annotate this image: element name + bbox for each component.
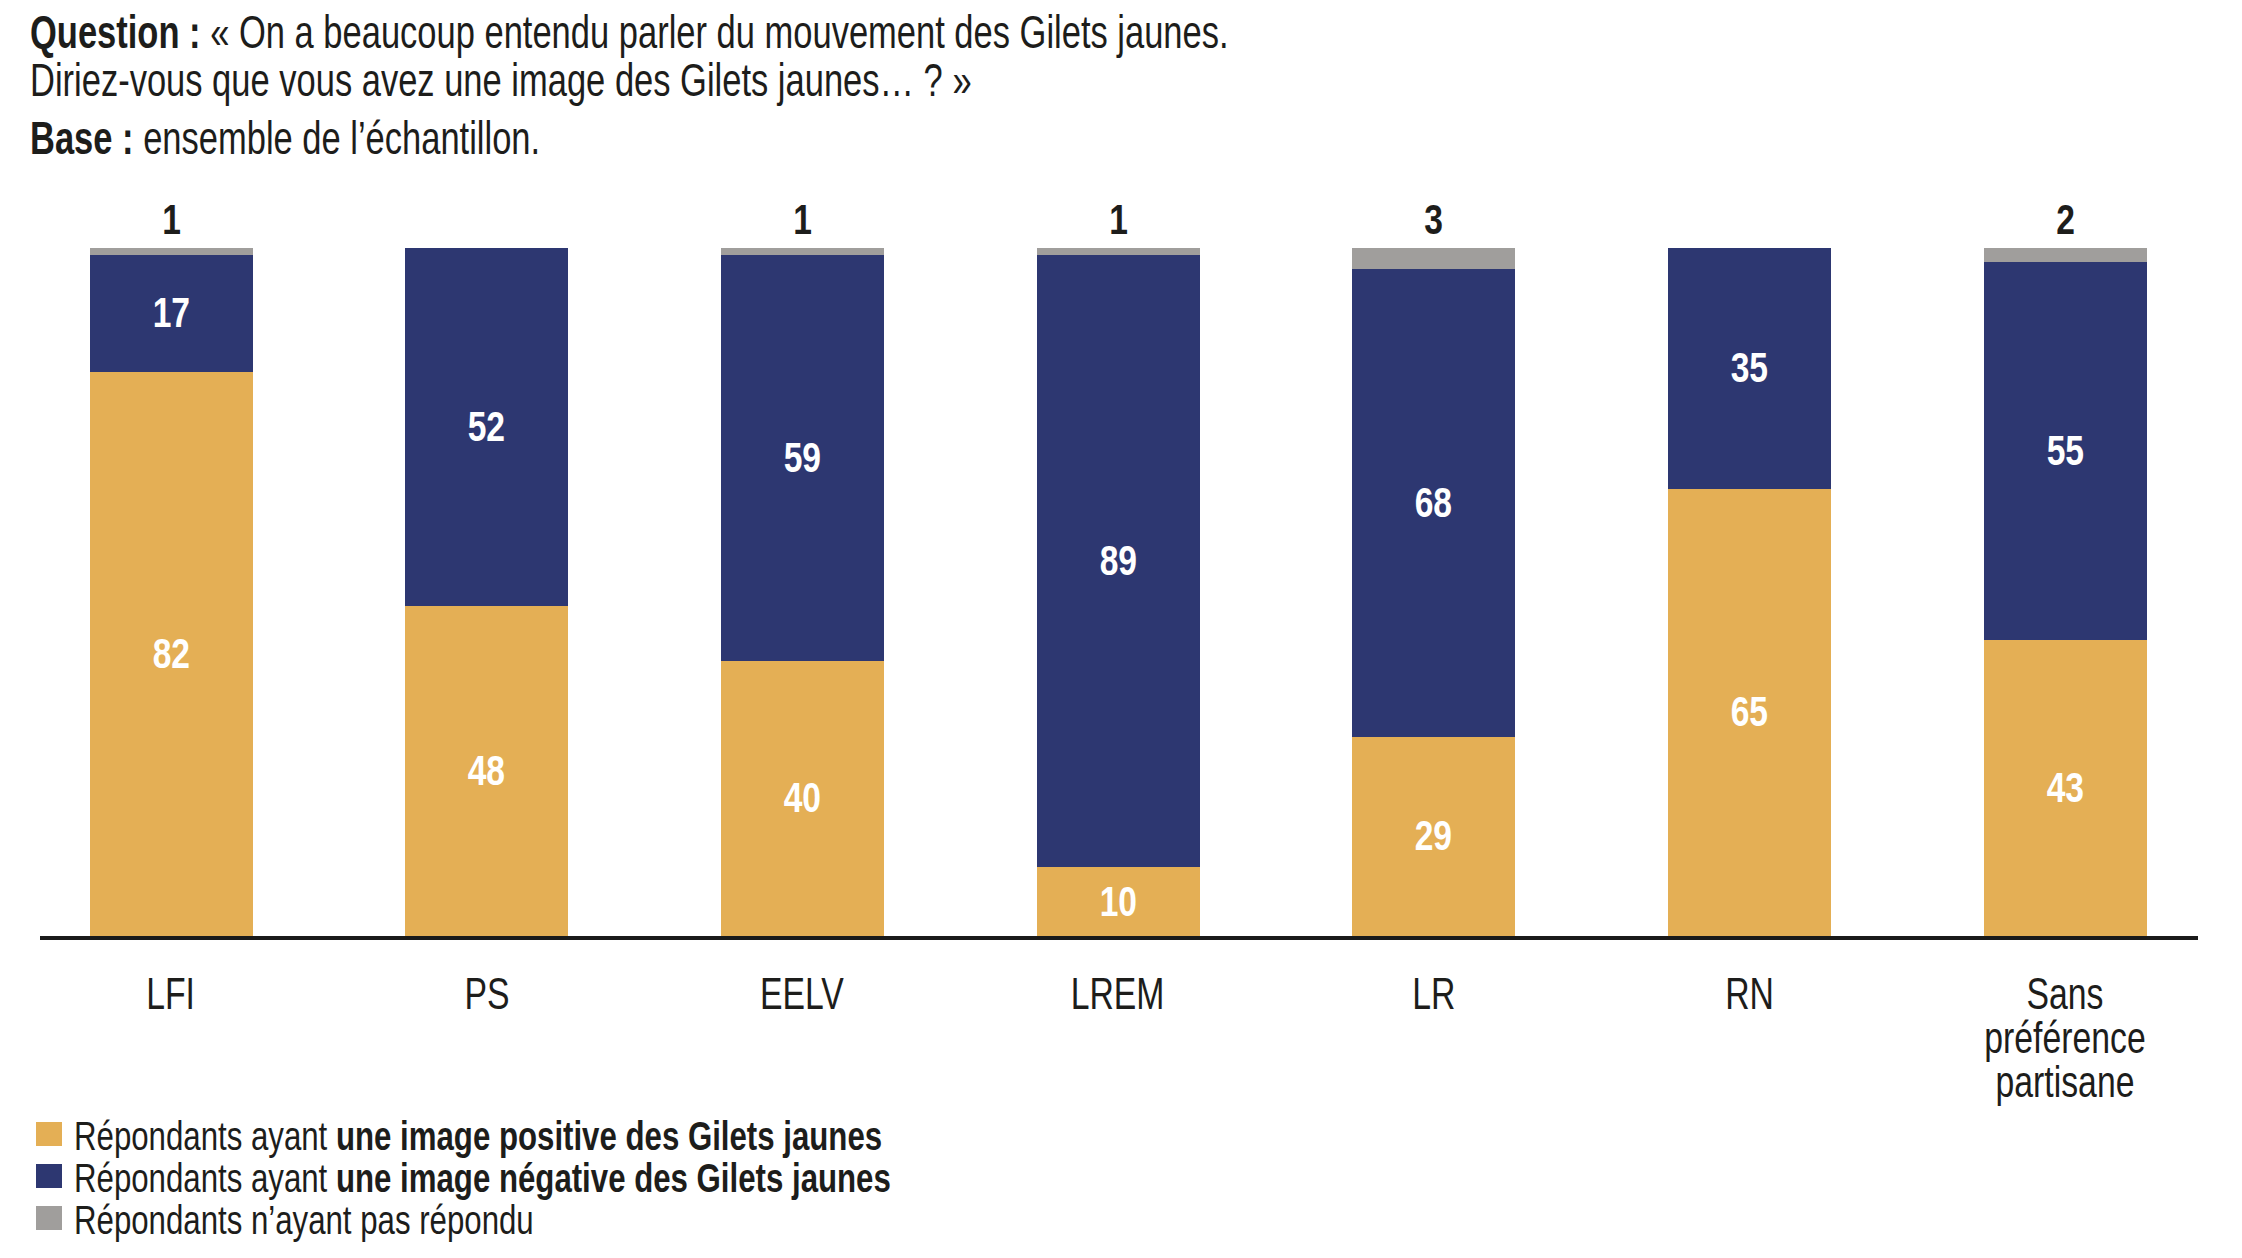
segment-value-label: 82 — [153, 633, 190, 675]
segment-no-answer — [1037, 248, 1200, 255]
category-label-ps: PS — [327, 972, 647, 1016]
category-label-eelv: EELV — [642, 972, 962, 1016]
segment-value-label: 68 — [1415, 482, 1452, 524]
no-answer-value-label: 2 — [1984, 198, 2147, 242]
segment-negative: 55 — [1984, 262, 2147, 640]
category-label-sans-preference-partisane: Sans préférence partisane — [1905, 972, 2225, 1104]
bar-lfi: 11782 — [90, 248, 253, 936]
no-answer-value-label: 1 — [1037, 198, 1200, 242]
segment-value-label: 65 — [1731, 691, 1768, 733]
segment-value-label: 48 — [468, 750, 505, 792]
segment-negative: 17 — [90, 255, 253, 372]
legend-item-positive: Répondants ayant une image positive des … — [36, 1116, 1121, 1156]
x-axis-line — [40, 936, 2198, 940]
bar-ps: 52 48 — [405, 248, 568, 936]
legend-label: Répondants ayant une image positive des … — [74, 1116, 882, 1156]
segment-negative: 59 — [721, 255, 884, 661]
plot-area: 1 17 82 LFI 52 48 PS 1 59 40 EELV 1 89 10 LREM 3 68 29 LR 3… — [0, 0, 2242, 1258]
segment-value-label: 40 — [784, 777, 821, 819]
legend-label: Répondants n’ayant pas répondu — [74, 1200, 534, 1240]
segment-value-label: 35 — [1731, 347, 1768, 389]
legend-label: Répondants ayant une image négative des … — [74, 1158, 891, 1198]
segment-value-label: 10 — [1100, 881, 1137, 923]
no-answer-value-label: 1 — [90, 198, 253, 242]
legend-swatch-positive — [36, 1122, 62, 1146]
segment-positive: 43 — [1984, 640, 2147, 936]
category-label-lfi: LFI — [11, 972, 331, 1016]
legend-swatch-negative — [36, 1164, 62, 1188]
segment-value-label: 89 — [1100, 540, 1137, 582]
segment-value-label: 43 — [2047, 767, 2084, 809]
legend-swatch-no_answer — [36, 1206, 62, 1230]
segment-no-answer — [721, 248, 884, 255]
segment-negative: 89 — [1037, 255, 1200, 867]
bar-lrem: 18910 — [1037, 248, 1200, 936]
bar-lr: 36829 — [1352, 248, 1515, 936]
legend-item-no_answer: Répondants n’ayant pas répondu — [36, 1200, 1121, 1240]
legend-item-negative: Répondants ayant une image négative des … — [36, 1158, 1121, 1198]
segment-positive: 48 — [405, 606, 568, 936]
segment-value-label: 59 — [784, 437, 821, 479]
segment-positive: 40 — [721, 661, 884, 936]
segment-negative: 52 — [405, 248, 568, 606]
legend: Répondants ayant une image positive des … — [36, 1116, 1121, 1242]
segment-no-answer — [1984, 248, 2147, 262]
segment-positive: 65 — [1668, 489, 1831, 936]
bar-rn: 35 65 — [1668, 248, 1831, 936]
no-answer-value-label: 3 — [1352, 198, 1515, 242]
segment-no-answer — [90, 248, 253, 255]
segment-value-label: 55 — [2047, 430, 2084, 472]
segment-value-label: 17 — [153, 292, 190, 334]
segment-positive: 82 — [90, 372, 253, 936]
category-label-lr: LR — [1274, 972, 1594, 1016]
segment-negative: 68 — [1352, 269, 1515, 737]
category-label-lrem: LREM — [958, 972, 1278, 1016]
segment-value-label: 29 — [1415, 815, 1452, 857]
category-label-rn: RN — [1589, 972, 1909, 1016]
segment-positive: 29 — [1352, 737, 1515, 937]
segment-value-label: 52 — [468, 406, 505, 448]
segment-negative: 35 — [1668, 248, 1831, 489]
no-answer-value-label: 1 — [721, 198, 884, 242]
segment-positive: 10 — [1037, 867, 1200, 936]
segment-no-answer — [1352, 248, 1515, 269]
bar-eelv: 15940 — [721, 248, 884, 936]
bar-sans-preference-partisane: 25543 — [1984, 248, 2147, 936]
